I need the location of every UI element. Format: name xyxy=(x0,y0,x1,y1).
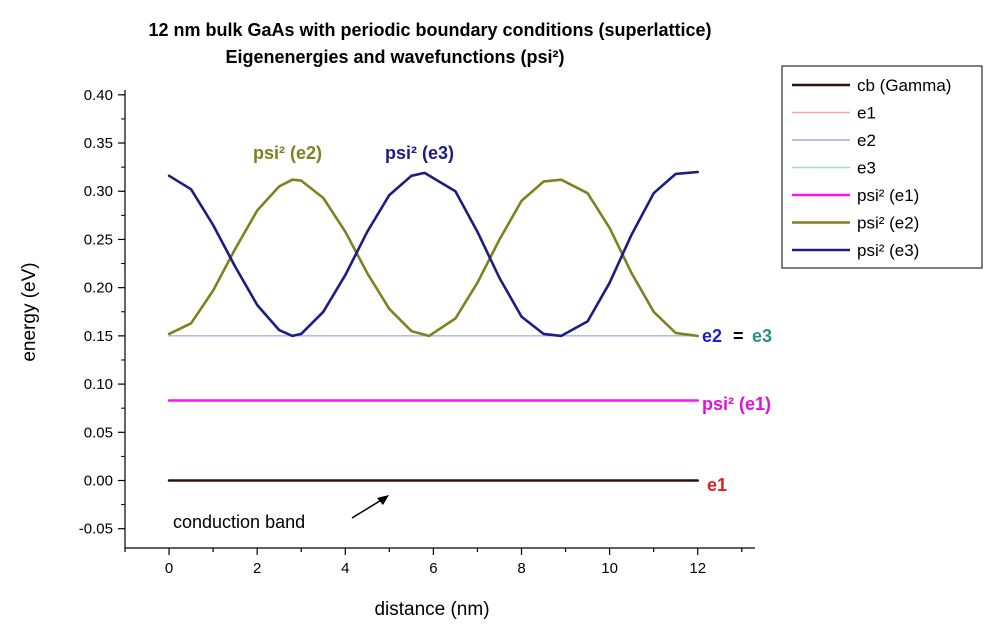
y-tick-label: 0.20 xyxy=(84,280,113,297)
x-tick-label: 6 xyxy=(429,560,437,577)
x-tick-label: 0 xyxy=(165,560,173,577)
y-tick-label: 0.25 xyxy=(84,231,113,248)
axes: -0.05 0.00 0.05 0.10 0.15 0.20 0.25 0.30 0.35 0.4… xyxy=(79,87,755,577)
x-tick-label: 8 xyxy=(517,560,525,577)
legend-label: psi² (e2) xyxy=(857,214,919,233)
annotation-psi2-e2: psi² (e2) xyxy=(253,143,322,163)
legend-label: e2 xyxy=(857,131,876,150)
annotation-arrow xyxy=(351,495,389,519)
annotation-e3: e3 xyxy=(752,326,772,346)
annotation-equals: = xyxy=(733,326,744,346)
series-line-psi-e2 xyxy=(167,178,700,338)
annotation-psi2-e3: psi² (e3) xyxy=(385,143,454,163)
legend-label: psi² (e3) xyxy=(857,241,919,260)
annotation-conduction-band: conduction band xyxy=(173,512,305,532)
y-tick-label: 0.05 xyxy=(84,424,113,441)
y-axis-title: energy (eV) xyxy=(19,262,40,361)
x-tick-label: 2 xyxy=(253,560,261,577)
series-line-psi-e3 xyxy=(167,170,700,338)
y-tick-label: 0.00 xyxy=(84,473,113,490)
annotation-psi2-e1: psi² (e1) xyxy=(702,394,771,414)
y-tick-label: -0.05 xyxy=(79,521,113,538)
x-tick-label: 4 xyxy=(341,560,349,577)
chart-title: 12 nm bulk GaAs with periodic boundary c… xyxy=(148,20,711,40)
annotation-e1: e1 xyxy=(707,475,727,495)
chart-subtitle: Eigenenergies and wavefunctions (psi²) xyxy=(225,47,564,67)
legend-label: psi² (e1) xyxy=(857,186,919,205)
y-tick-label: 0.35 xyxy=(84,135,113,152)
x-tick-label: 10 xyxy=(601,560,618,577)
x-tick-label: 12 xyxy=(689,560,706,577)
legend-label: cb (Gamma) xyxy=(857,76,951,95)
legend-label: e1 xyxy=(857,104,876,123)
y-tick-label: 0.30 xyxy=(84,183,113,200)
y-tick-label: 0.10 xyxy=(84,376,113,393)
y-tick-label: 0.15 xyxy=(84,328,113,345)
legend: cb (Gamma) e1 e2 e3 psi² (e1) psi² (e2) psi² (… xyxy=(781,65,983,269)
x-axis-title: distance (nm) xyxy=(374,599,489,620)
series-layer xyxy=(167,170,700,482)
y-tick-label: 0.40 xyxy=(84,87,113,104)
legend-label: e3 xyxy=(857,159,876,178)
annotation-e2: e2 xyxy=(702,326,722,346)
